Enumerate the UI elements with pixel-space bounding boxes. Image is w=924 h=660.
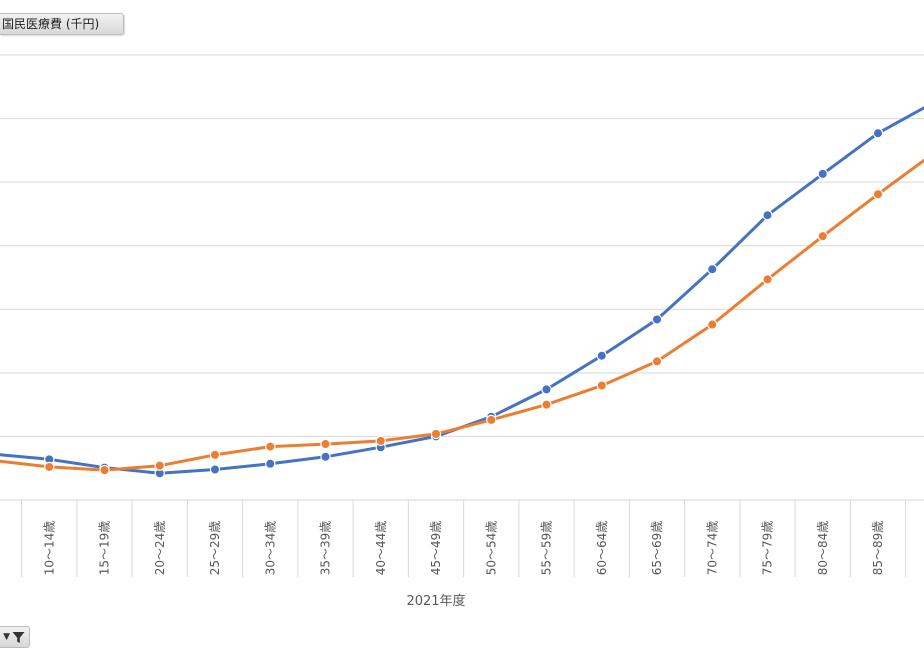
- data-point: [762, 209, 773, 221]
- data-point: [209, 449, 221, 461]
- x-tick-label: 50～54歳: [484, 521, 498, 576]
- data-point: [762, 274, 773, 285]
- data-point: [817, 168, 828, 180]
- data-point: [320, 438, 331, 450]
- data-point: [707, 319, 718, 330]
- data-point: [430, 428, 442, 440]
- x-tick-label: 10～14歳: [42, 521, 56, 576]
- data-point: [872, 127, 884, 139]
- field-button-label: 国民医療費 (千円): [2, 17, 100, 31]
- data-point: [265, 441, 276, 452]
- data-point: [209, 464, 221, 475]
- x-tick-label: 30～34歳: [263, 521, 277, 576]
- field-button-medical-expenses[interactable]: 国民医療費 (千円): [0, 13, 124, 35]
- data-point: [872, 189, 884, 200]
- axis-field-filter-button[interactable]: ▼: [0, 626, 30, 648]
- data-point: [596, 350, 607, 361]
- x-tick-label: 40～44歳: [374, 521, 388, 576]
- x-tick-label: 20～24歳: [153, 521, 167, 576]
- series-line-1: [0, 106, 924, 475]
- data-point: [541, 384, 552, 395]
- x-tick-label: 70～74歳: [705, 521, 719, 576]
- data-point: [651, 356, 663, 367]
- x-tick-label: 60～64歳: [595, 521, 609, 576]
- data-point: [99, 464, 110, 476]
- x-tick-label: 65～69歳: [650, 521, 664, 576]
- x-tick-label: 55～59歳: [540, 521, 554, 576]
- data-point: [265, 458, 276, 469]
- x-tick-label: 45～49歳: [429, 521, 443, 576]
- data-point: [154, 460, 165, 471]
- x-tick-label: 15～19歳: [98, 521, 112, 576]
- x-tick-label: 80～84歳: [816, 521, 830, 576]
- x-tick-label: 25～29歳: [208, 521, 222, 576]
- x-tick-label: 85～89歳: [871, 521, 885, 576]
- x-tick-label: 75～79歳: [761, 521, 775, 576]
- data-point: [651, 314, 663, 325]
- x-axis-title: 2021年度: [406, 593, 465, 609]
- data-point: [320, 451, 331, 462]
- x-tick-label: 35～39歳: [319, 521, 333, 576]
- data-point: [817, 230, 828, 242]
- data-point: [44, 461, 55, 473]
- data-point: [375, 435, 386, 447]
- data-point: [486, 414, 497, 426]
- data-point: [596, 380, 607, 391]
- dropdown-arrow-icon: ▼: [3, 632, 10, 642]
- data-point: [541, 399, 552, 410]
- series-line-2: [0, 158, 924, 472]
- data-point: [707, 264, 718, 275]
- filter-icon: [12, 631, 25, 643]
